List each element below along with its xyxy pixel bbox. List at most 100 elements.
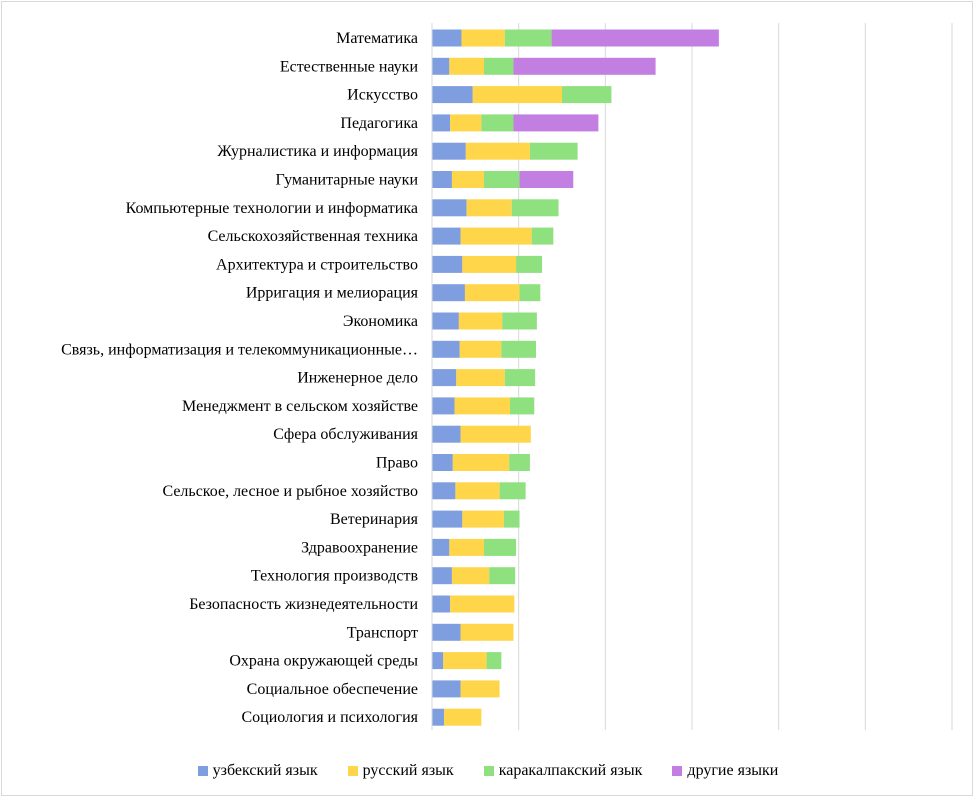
category-label: Математика (336, 30, 418, 47)
category-label: Сфера обслуживания (273, 426, 418, 443)
legend-swatch-uzbek (197, 766, 208, 776)
bar-segment (510, 397, 535, 415)
category-label: Ирригация и мелиорация (246, 285, 419, 302)
bar-segment (432, 171, 452, 188)
legend-swatch-other (672, 766, 683, 776)
category-label: Право (376, 455, 418, 472)
category-label: Социальное обеспечение (247, 681, 418, 698)
bar-segment (513, 114, 599, 132)
category-label: Здравоохранение (301, 539, 418, 556)
bar-segment (449, 538, 484, 556)
bar-segment (511, 199, 559, 217)
bar-segment (432, 680, 461, 698)
bar-segment (443, 652, 487, 670)
bar-segment (450, 595, 515, 613)
bar-segment (459, 340, 502, 358)
bar-segment (503, 510, 520, 528)
bar-segment (449, 57, 484, 75)
bar-segment (484, 171, 520, 188)
bar-segment (444, 708, 482, 726)
category-label: Менеджмент в сельском хозяйстве (182, 398, 418, 415)
category-label: Экономика (343, 313, 418, 330)
bar-segment (519, 284, 541, 302)
legend-label-russian: русский язык (362, 762, 454, 779)
bar-segment (432, 397, 455, 415)
bar-segment (432, 284, 465, 302)
bar-segment (462, 255, 517, 273)
bar-segment (461, 29, 505, 47)
legend-item-russian: русский язык (347, 762, 454, 780)
bar-segment (504, 29, 552, 47)
bar-segment (432, 652, 444, 670)
category-label: Связь, информатизация и телекоммуникацио… (61, 341, 418, 358)
legend-item-other: другие языки (672, 762, 778, 780)
bar-segment (516, 255, 543, 273)
bar-segment (432, 538, 450, 556)
bar-segment (432, 708, 445, 726)
bar-segment (499, 482, 526, 500)
bar-segment (509, 454, 530, 471)
legend-label-karakalpak: каракалпакский язык (498, 762, 643, 779)
bar-segment (513, 57, 656, 75)
category-labels: Математика Естественные науки Искусство Пед… (61, 30, 419, 726)
bar-segment (460, 425, 531, 443)
legend-item-uzbek: узбекский язык (197, 762, 318, 780)
category-label: Сельское, лесное и рыбное хозяйство (162, 483, 418, 500)
bar-segment (504, 369, 536, 387)
bar-segment (465, 142, 530, 160)
bar-segment (432, 29, 462, 47)
bar-segment (481, 114, 514, 132)
bar-segment (432, 369, 457, 387)
category-label: Сельскохозяйственная техника (208, 228, 418, 245)
bar-segment (432, 425, 461, 443)
bar-segment (454, 397, 510, 415)
bar-segment (432, 199, 467, 217)
bar-segment (529, 142, 578, 160)
bar-segment (432, 623, 461, 641)
bar-segment (519, 171, 574, 188)
bar-segment (432, 86, 473, 104)
category-label: Гуманитарные науки (275, 172, 418, 189)
bar-segment (472, 86, 562, 104)
category-label: Педагогика (340, 115, 418, 132)
category-label: Охрана окружающей среды (229, 653, 418, 670)
bar-segment (450, 114, 482, 132)
bar-segment (432, 114, 451, 132)
bar-segment (432, 227, 461, 245)
bar-segment (462, 510, 504, 528)
bar-segment (452, 454, 510, 471)
bar-segment (432, 340, 460, 358)
bar-segment (460, 680, 500, 698)
bar-segment (562, 86, 612, 104)
bar-segment (432, 482, 456, 500)
bar-segment (551, 29, 719, 47)
category-label: Ветеринария (330, 511, 419, 528)
bar-segment (489, 567, 516, 585)
legend: узбекский язык русский язык каракалпакск… (0, 759, 976, 783)
bar-segment (460, 227, 532, 245)
legend-label-other: другие языки (687, 762, 779, 779)
bar-segment (466, 199, 512, 217)
category-label: Безопасность жизнедеятельности (189, 596, 418, 613)
bar-segment (456, 369, 505, 387)
legend-label-uzbek: узбекский язык (212, 762, 318, 779)
category-label: Транспорт (347, 624, 418, 641)
category-label: Инженерное дело (297, 370, 418, 387)
bar-area (432, 29, 719, 726)
category-label: Архитектура и строительство (216, 256, 418, 273)
bar-segment (531, 227, 554, 245)
category-label: Искусство (347, 87, 418, 104)
legend-item-karakalpak: каракалпакский язык (483, 762, 643, 780)
bar-segment (451, 567, 490, 585)
bar-segment (432, 57, 450, 75)
category-label: Социология и психология (242, 709, 419, 726)
bar-segment (432, 255, 463, 273)
bar-segment (484, 538, 517, 556)
bar-segment (432, 142, 466, 160)
bar-segment (502, 312, 537, 330)
gridlines (518, 23, 953, 730)
bar-segment (432, 567, 452, 585)
category-label: Журналистика и информация (217, 143, 418, 160)
category-label: Компьютерные технологии и информатика (126, 200, 418, 217)
